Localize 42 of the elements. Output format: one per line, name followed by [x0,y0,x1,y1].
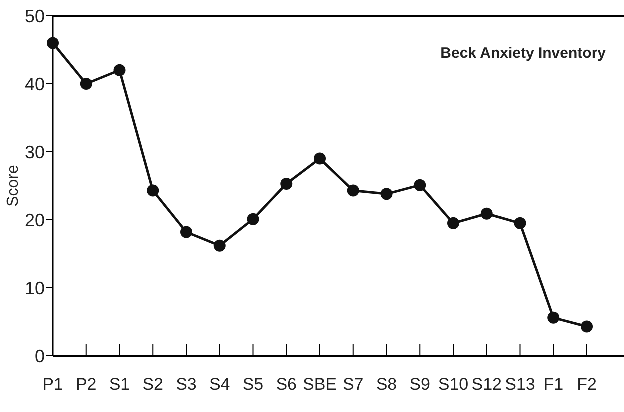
x-tick-label: S1 [109,375,130,394]
y-axis-title: Score [5,165,22,207]
point [581,320,593,333]
x-tick-label: P1 [42,375,64,394]
point [347,184,360,197]
point [414,179,426,192]
y-tick-label: 50 [24,6,45,26]
point [147,184,160,197]
text: Beck Anxiety Inventory [440,45,607,62]
point [114,64,126,76]
point [80,78,92,90]
point [247,213,260,226]
x-tick-label: P2 [76,375,97,394]
y-tick-label: 0 [34,346,45,366]
x-tick-label: S8 [376,375,398,394]
x-tick-label: S6 [276,375,298,394]
point [314,152,326,165]
x-tick-label: S9 [410,375,431,394]
point [214,240,226,252]
x-tick-label: S4 [209,375,230,394]
point [448,217,460,230]
point [480,208,493,220]
x-tick-label: S5 [242,375,264,394]
x-tick-label: S13 [505,375,536,394]
point [47,37,59,50]
x-tick-label: SBE [302,375,338,394]
x-tick-label: S7 [342,375,364,394]
x-tick-label: S12 [472,375,502,394]
x-tick-label: F2 [577,375,597,394]
x-tick-label: S3 [176,375,197,394]
y-tick-label: 30 [24,142,45,162]
y-tick-label: 40 [24,74,45,94]
x-tick-label: F1 [544,375,564,394]
y-tick-label: 10 [24,278,45,298]
x-tick-label: S10 [438,375,469,394]
point [180,226,192,238]
point [548,312,560,324]
point [280,178,293,190]
point [380,188,393,200]
x-tick-label: S2 [142,375,164,394]
y-tick-label: 20 [24,210,45,230]
point [514,217,526,230]
